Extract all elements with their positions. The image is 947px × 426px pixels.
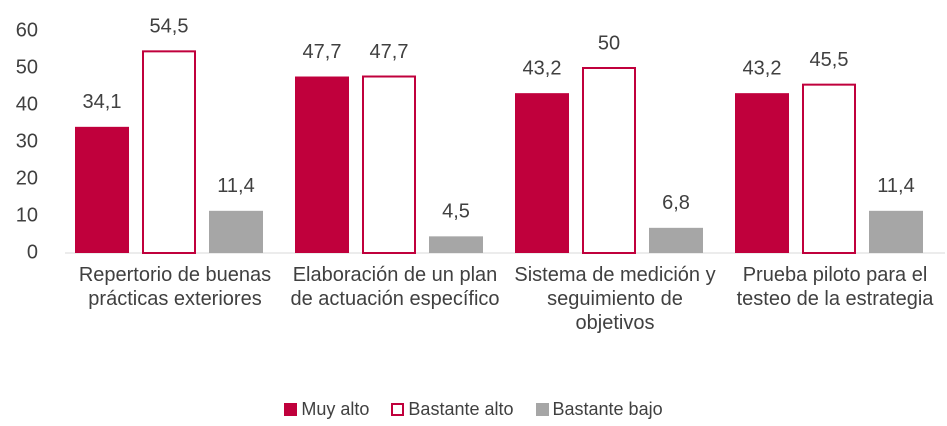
bar: [209, 210, 263, 253]
x-tick-label: Elaboración de un plan de actuación espe…: [290, 264, 500, 310]
bar: [142, 50, 196, 254]
bar: [75, 126, 129, 253]
bar: [362, 75, 416, 255]
legend-label: Muy alto: [301, 399, 370, 419]
y-tick-label: 60: [16, 19, 38, 41]
bar: [429, 236, 483, 253]
bar: [515, 93, 569, 253]
y-tick-label: 30: [16, 130, 38, 152]
legend-swatch: [391, 403, 405, 416]
y-tick-label: 40: [16, 93, 38, 115]
data-label: 6,8: [662, 192, 690, 214]
bar: [582, 67, 636, 254]
data-label: 43,2: [743, 57, 782, 79]
legend-item: Muy alto: [284, 399, 369, 420]
data-label: 34,1: [83, 91, 122, 113]
bar: [649, 227, 703, 253]
bar: [802, 83, 856, 255]
data-label: 45,5: [810, 49, 849, 71]
bar: [295, 76, 349, 253]
legend-swatch: [284, 403, 298, 416]
legend-label: Bastante alto: [408, 399, 514, 419]
x-tick-label: Sistema de medición y seguimiento de obj…: [514, 264, 716, 334]
data-label: 54,5: [150, 16, 189, 38]
data-label: 43,2: [523, 57, 562, 79]
data-label: 4,5: [442, 201, 470, 223]
data-label: 50: [598, 32, 620, 54]
data-label: 11,4: [217, 175, 254, 197]
data-label: 47,7: [370, 41, 409, 63]
x-tick-label: Repertorio de buenas prácticas exteriore…: [78, 264, 272, 310]
data-label: 11,4: [877, 175, 914, 197]
x-tick-label: Prueba piloto para el testeo de la estra…: [736, 264, 934, 310]
y-tick-label: 20: [16, 167, 38, 189]
legend-item: Bastante bajo: [535, 399, 663, 420]
data-label: 47,7: [303, 41, 342, 63]
y-tick-label: 10: [16, 204, 38, 226]
legend: Muy alto Bastante alto Bastante bajo: [0, 399, 947, 420]
bar: [869, 210, 923, 253]
bar: [735, 93, 789, 253]
legend-swatch: [535, 403, 549, 416]
legend-item: Bastante alto: [391, 399, 514, 420]
legend-label: Bastante bajo: [552, 399, 663, 419]
y-tick-label: 50: [16, 56, 38, 78]
y-tick-label: 0: [27, 241, 38, 263]
